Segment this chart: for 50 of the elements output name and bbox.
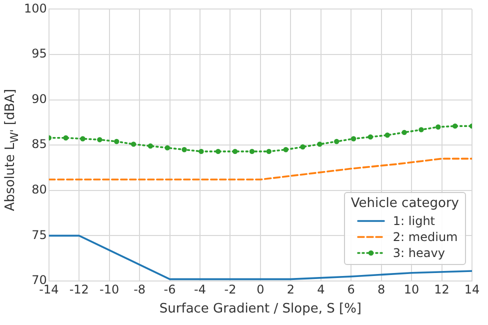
- point: [452, 123, 458, 129]
- point: [130, 142, 136, 147]
- x-tick-label: 2: [286, 282, 294, 296]
- point: [418, 127, 424, 132]
- point: [300, 144, 306, 150]
- legend-title: Vehicle category: [350, 196, 459, 211]
- x-tick-label: 6: [347, 282, 355, 296]
- line-series: [48, 158, 472, 180]
- point: [249, 148, 255, 154]
- point: [164, 145, 170, 150]
- x-tick-label: 12: [434, 282, 450, 296]
- x-tick-label: 10: [404, 282, 420, 296]
- point: [334, 138, 340, 144]
- point: [436, 124, 441, 130]
- x-tick-label: -6: [164, 282, 176, 296]
- legend-label: 1: light: [392, 214, 436, 228]
- x-tick-label: -10: [100, 282, 120, 296]
- x-axis-title: Surface Gradient / Slope, S [%]: [159, 302, 362, 317]
- y-tick-label: 95: [32, 46, 47, 61]
- point: [266, 148, 272, 154]
- point: [402, 130, 407, 136]
- x-tick-label: -8: [134, 282, 146, 296]
- x-tick-label: -12: [69, 282, 89, 296]
- point: [63, 135, 68, 140]
- x-tick-label: 8: [378, 282, 386, 296]
- legend-label: 3: heavy: [392, 246, 445, 260]
- point: [350, 136, 356, 142]
- point: [148, 143, 154, 149]
- point: [368, 134, 374, 140]
- x-tick-label: 14: [464, 282, 480, 296]
- point: [232, 148, 238, 154]
- y-tick-label: 75: [32, 228, 47, 242]
- point: [283, 147, 288, 152]
- point: [384, 132, 390, 138]
- point: [198, 148, 204, 154]
- point: [317, 142, 322, 147]
- legend-label: 2: medium: [392, 230, 458, 244]
- y-tick-label: 100: [24, 1, 47, 16]
- y-tick-label: 80: [32, 182, 47, 197]
- x-tick-label: 4: [317, 282, 325, 296]
- point: [216, 148, 221, 154]
- x-tick-label: -4: [194, 282, 206, 296]
- point: [80, 136, 86, 142]
- x-tick-label: 0: [256, 282, 264, 296]
- y-tick-label: 90: [32, 92, 47, 106]
- x-tick-label: -2: [224, 282, 236, 296]
- point: [97, 137, 102, 142]
- point: [182, 147, 187, 152]
- point: [114, 138, 120, 144]
- y-tick-label: 85: [32, 137, 47, 152]
